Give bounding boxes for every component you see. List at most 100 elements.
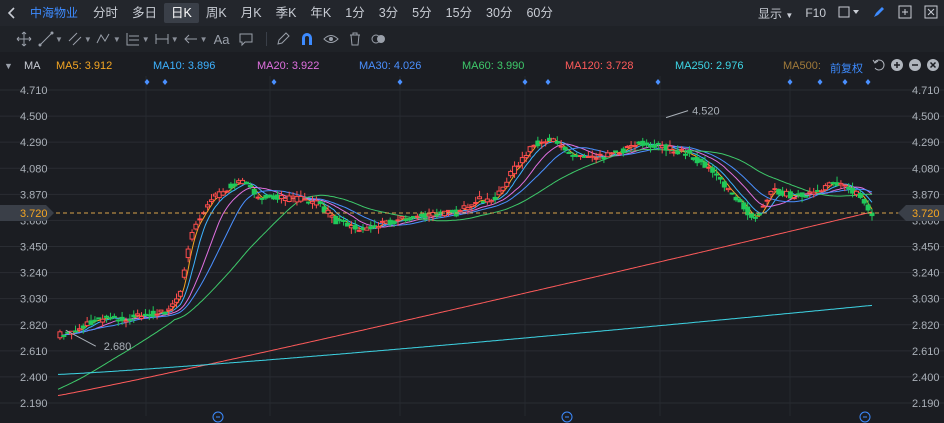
y-tick-label-left: 4.290 xyxy=(20,137,48,149)
close-indicator-icon[interactable] xyxy=(926,58,940,72)
candle-body xyxy=(461,205,467,209)
candlesticks xyxy=(57,134,875,340)
wave-tool[interactable]: ▼ xyxy=(96,29,121,49)
text-tool[interactable]: Aa xyxy=(213,31,230,47)
collapse-icon[interactable]: ▼ xyxy=(4,61,13,71)
candle-body xyxy=(504,181,510,187)
candle-body xyxy=(100,318,106,323)
candle-body xyxy=(158,309,164,313)
candle-body xyxy=(325,209,331,214)
candle-body xyxy=(407,218,413,221)
event-marker xyxy=(162,79,168,85)
tab-monthly-k[interactable]: 月K xyxy=(240,6,262,20)
current-price-label-left: 3.720 xyxy=(20,208,48,220)
delete-tool[interactable] xyxy=(345,29,365,49)
add-window-button[interactable] xyxy=(892,5,918,22)
candle-body xyxy=(519,157,525,164)
move-icon xyxy=(16,31,32,47)
period-tab-bar: 中海物业 分时 多日 日K 周K 月K 季K 年K 1分 3分 5分 15分 3… xyxy=(0,0,944,26)
tab-daily-k[interactable]: 日K xyxy=(164,3,199,23)
candle-body xyxy=(799,192,805,197)
zoom-in-icon[interactable] xyxy=(890,58,904,72)
y-axis-right: 4.7104.5004.2904.0803.8703.6603.4503.240… xyxy=(912,85,940,410)
candle-body xyxy=(88,320,94,325)
candle-body xyxy=(193,223,199,230)
back-arrow-icon[interactable] xyxy=(6,7,18,19)
candle-body xyxy=(558,145,564,148)
magnet-tool[interactable] xyxy=(297,29,317,49)
candle-body xyxy=(613,150,619,153)
toggle-tool[interactable] xyxy=(369,29,389,49)
event-marker xyxy=(787,79,793,85)
candle-body xyxy=(822,185,828,191)
y-tick-label-right: 2.820 xyxy=(912,320,940,332)
legend-ma500: MA500: xyxy=(783,60,821,72)
candle-body xyxy=(721,181,727,188)
dividend-marker-icon xyxy=(212,411,224,423)
chart-grid xyxy=(0,76,944,416)
candle-body xyxy=(756,213,762,216)
candle-body xyxy=(644,142,650,146)
candle-body xyxy=(865,204,871,211)
candle-body xyxy=(745,206,751,216)
draw-pen-button[interactable] xyxy=(866,5,892,22)
ma-line-10 xyxy=(57,140,873,339)
candle-body xyxy=(255,196,261,199)
tab-intraday[interactable]: 分时 xyxy=(93,6,119,20)
comment-tool[interactable] xyxy=(236,29,256,49)
indicator-name[interactable]: MA xyxy=(24,60,41,72)
f10-button[interactable]: F10 xyxy=(805,6,826,20)
candle-body xyxy=(853,190,859,196)
current-price-tag-left xyxy=(0,204,54,221)
candle-body xyxy=(679,148,685,151)
range-tool[interactable]: ▼ xyxy=(154,29,179,49)
move-tool[interactable] xyxy=(14,29,34,49)
candle-body xyxy=(702,161,708,168)
toggle-icon xyxy=(371,34,385,44)
line-tool[interactable]: ▼ xyxy=(38,29,63,49)
candle-body xyxy=(760,205,766,208)
kline-chart[interactable]: 4.7104.5004.2904.0803.8703.6603.4503.240… xyxy=(0,76,944,423)
candle-body xyxy=(170,303,176,307)
candle-body xyxy=(515,165,521,168)
close-button[interactable] xyxy=(918,5,944,22)
adjust-mode[interactable]: 前复权 xyxy=(830,63,863,75)
candle-body xyxy=(368,226,374,230)
reset-icon[interactable] xyxy=(872,58,886,72)
channel-tool[interactable]: ▼ xyxy=(67,29,92,49)
ma-lines xyxy=(57,139,873,396)
candle-body xyxy=(818,190,824,193)
pencil-tool[interactable] xyxy=(273,29,293,49)
tab-yearly-k[interactable]: 年K xyxy=(310,6,332,20)
candle-body xyxy=(376,226,382,229)
tab-30min[interactable]: 30分 xyxy=(486,6,513,20)
candle-body xyxy=(154,313,160,316)
candle-body xyxy=(698,158,704,163)
visibility-tool[interactable] xyxy=(321,29,341,49)
fibonacci-tool[interactable]: ▼ xyxy=(125,29,150,49)
arrow-tool[interactable]: ▼ xyxy=(183,29,208,49)
tab-1min[interactable]: 1分 xyxy=(345,6,365,20)
legend-ma60: MA60: 3.990 xyxy=(462,60,525,72)
tab-5min[interactable]: 5分 xyxy=(412,6,432,20)
stock-name[interactable]: 中海物业 xyxy=(30,6,79,20)
tab-weekly-k[interactable]: 周K xyxy=(205,6,227,20)
tab-3min[interactable]: 3分 xyxy=(378,6,399,20)
tab-multi-day[interactable]: 多日 xyxy=(132,6,158,20)
tab-60min[interactable]: 60分 xyxy=(526,6,553,20)
display-dropdown[interactable]: 显示 ▼ xyxy=(758,6,794,21)
tab-quarterly-k[interactable]: 季K xyxy=(275,6,297,20)
candle-body xyxy=(286,195,292,202)
zoom-out-icon[interactable] xyxy=(908,58,922,72)
candle-body xyxy=(741,202,747,210)
candle-body xyxy=(127,318,133,321)
candle-body xyxy=(550,138,556,142)
legend-ma20: MA20: 3.922 xyxy=(257,60,320,72)
candle-body xyxy=(243,181,249,185)
candle-body xyxy=(764,199,770,202)
ma-line-120 xyxy=(57,211,873,396)
candle-body xyxy=(119,316,125,322)
candle-body xyxy=(321,206,327,213)
tab-15min[interactable]: 15分 xyxy=(445,6,473,20)
checkbox-dropdown[interactable] xyxy=(832,6,866,21)
